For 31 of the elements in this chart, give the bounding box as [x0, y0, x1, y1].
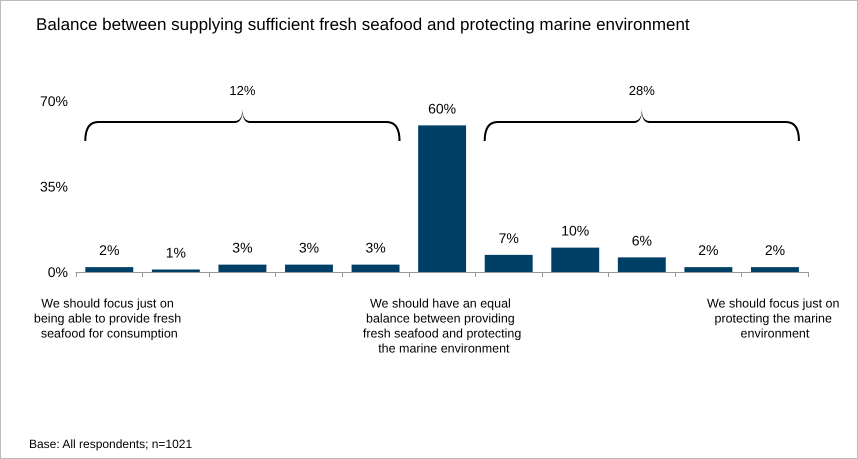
data-label: 7% — [498, 230, 519, 246]
bar — [618, 257, 666, 272]
text: Base: All respondents; n=1021 — [29, 437, 192, 451]
text: 28% — [628, 83, 656, 98]
x-tick-label: We should focus just on protecting the marine environment — [706, 296, 843, 340]
data-label: 3% — [365, 240, 386, 256]
bar — [684, 267, 732, 272]
data-label: 10% — [561, 222, 590, 239]
bar — [85, 267, 134, 272]
data-label: 6% — [632, 232, 652, 248]
bar — [484, 254, 533, 272]
x-tick-label: We should focus just on being able to provide fresh seafood for consumption — [34, 296, 185, 340]
bar — [218, 264, 266, 272]
text: 12% — [229, 83, 256, 98]
data-label: 3% — [232, 240, 253, 256]
x-tick-label: We should have an equal balance between providing fresh seafood and protecting the marine environment — [362, 296, 522, 356]
data-label: 1% — [166, 244, 186, 261]
data-label: 2% — [764, 242, 786, 258]
data-label: 2% — [698, 242, 718, 258]
data-label: 2% — [99, 242, 120, 258]
data-label: 60% — [428, 100, 456, 116]
y-tick-label: 0% — [48, 264, 68, 280]
bar — [418, 125, 466, 272]
data-label: 3% — [298, 240, 320, 256]
bar — [352, 264, 400, 272]
bar — [750, 267, 799, 272]
bar — [285, 264, 333, 272]
bar — [551, 248, 600, 272]
y-tick-label: 70% — [40, 93, 68, 109]
chart-title: Balance between supplying sufficient fresh seafood and protecting marine environment — [36, 15, 690, 34]
y-tick-label: 35% — [40, 178, 68, 194]
